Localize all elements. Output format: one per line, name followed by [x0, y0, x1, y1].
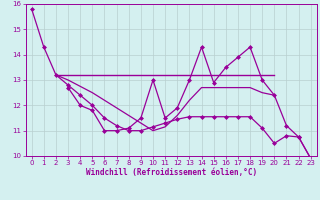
X-axis label: Windchill (Refroidissement éolien,°C): Windchill (Refroidissement éolien,°C) [86, 168, 257, 177]
